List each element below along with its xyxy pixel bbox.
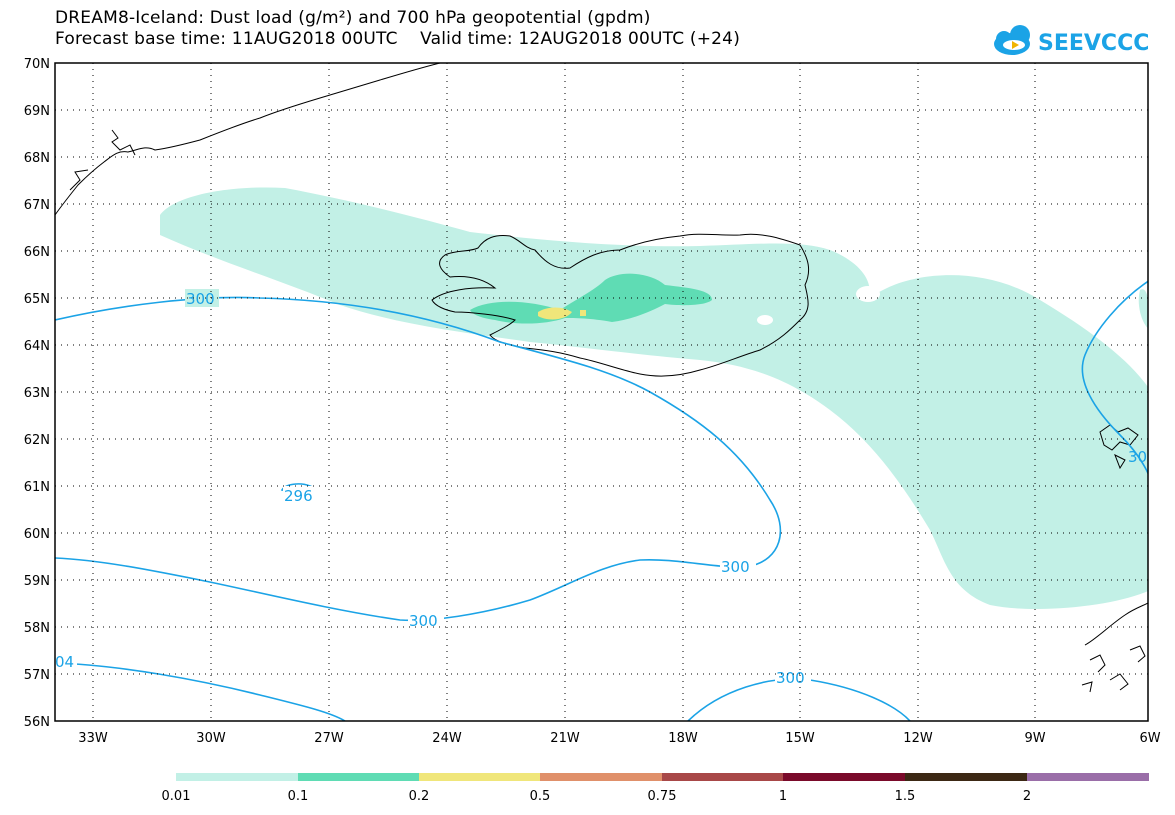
contour-label: 04 [55,653,74,671]
lat-label: 61N [24,480,50,495]
graticule [55,63,1148,721]
lon-label: 27W [314,731,344,746]
legend-label: 2 [1023,789,1031,804]
clear-hole-south [757,315,773,325]
dust-region-east [1138,289,1148,329]
dust-region-mid [470,273,712,324]
lat-label: 70N [24,57,50,72]
seevccc-logo: SEEVCCC [994,25,1149,56]
lat-label: 68N [24,151,50,166]
contour-300-east [1081,280,1148,476]
legend-swatch [783,773,905,781]
contour-label: 300 [409,612,438,630]
lon-label: 30W [196,731,226,746]
lat-label: 63N [24,386,50,401]
latitude-labels: 70N 69N 68N 67N 66N 65N 64N 63N 62N 61N … [24,57,50,730]
legend-swatch [176,773,298,781]
contour-300-north [55,296,782,622]
lon-label: 24W [432,731,462,746]
lon-label: 33W [78,731,108,746]
contour-label: 30 [1128,448,1147,466]
scotland-coastline [1081,602,1148,693]
greenland-fjords [69,129,136,191]
cloud-icon [994,25,1030,55]
legend-label: 0.2 [409,789,430,804]
map-title: DREAM8-Iceland: Dust load (g/m²) and 700… [55,8,651,28]
dust-region-high [538,307,572,320]
lat-label: 66N [24,245,50,260]
color-legend: 0.01 0.1 0.2 0.5 0.75 1 1.5 2 [162,773,1149,804]
contour-label: 296 [284,487,313,505]
contour-label: 300 [721,558,750,576]
legend-swatch [419,773,540,781]
logo-text: SEEVCCC [1038,31,1149,56]
lon-label: 12W [903,731,933,746]
lat-label: 65N [24,292,50,307]
plot-frame [54,62,1149,722]
dust-region-low [160,187,1148,609]
longitude-labels: 33W 30W 27W 24W 21W 18W 15W 12W 9W 6W [78,731,1160,746]
legend-swatch [540,773,662,781]
map-subtitle: Forecast base time: 11AUG2018 00UTC Vali… [55,29,741,49]
lat-label: 60N [24,527,50,542]
legend-label: 0.75 [648,789,677,804]
contour-304 [55,662,346,721]
lat-label: 58N [24,621,50,636]
legend-label: 0.5 [530,789,551,804]
legend-label: 1.5 [895,789,916,804]
legend-swatch [298,773,419,781]
plot-area: 300 296 300 300 300 30 04 [55,63,1148,721]
legend-swatch [1027,773,1149,781]
dust-spot-high [580,310,586,316]
contour-labels: 300 296 300 300 300 30 04 [55,289,1147,687]
lat-label: 67N [24,198,50,213]
contour-label: 300 [776,669,805,687]
legend-swatch [662,773,783,781]
legend-label: 0.1 [288,789,309,804]
legend-label: 1 [779,789,787,804]
lat-label: 56N [24,715,50,730]
lat-label: 59N [24,574,50,589]
lon-label: 18W [668,731,698,746]
lat-label: 57N [24,668,50,683]
contour-label: 300 [186,290,215,308]
lon-label: 21W [550,731,580,746]
lat-label: 64N [24,339,50,354]
lon-label: 9W [1024,731,1045,746]
lon-label: 15W [785,731,815,746]
lat-label: 69N [24,104,50,119]
clear-hole-east [856,286,880,302]
lon-label: 6W [1139,731,1160,746]
legend-swatch [905,773,1027,781]
legend-label: 0.01 [162,789,191,804]
lat-label: 62N [24,433,50,448]
greenland-coastline [55,63,441,216]
